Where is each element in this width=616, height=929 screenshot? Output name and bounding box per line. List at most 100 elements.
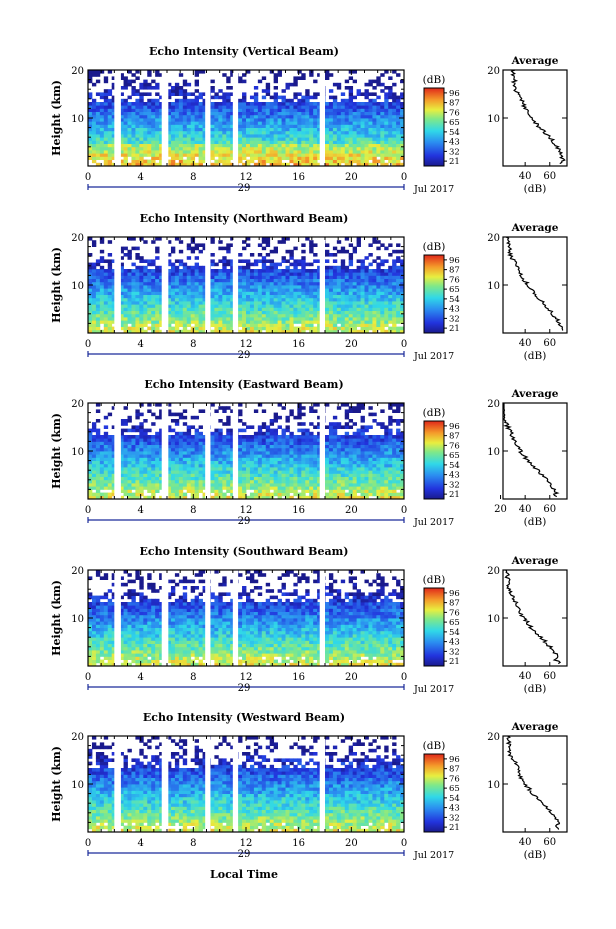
heatmap-cell (297, 118, 302, 122)
heatmap-cell (170, 262, 176, 267)
heatmap-cell (139, 127, 144, 132)
heatmap-cell (336, 272, 342, 276)
heatmap-cell (143, 143, 148, 148)
heatmap-cell (273, 467, 278, 471)
heatmap-cell (139, 470, 144, 474)
heatmap-cell (198, 278, 203, 283)
heatmap-cell (313, 304, 318, 308)
heatmap-cell (198, 146, 203, 151)
heatmap-cell (123, 246, 128, 251)
heatmap-cell (202, 143, 207, 148)
heatmap-cell (293, 288, 298, 292)
heatmap-cell (88, 460, 93, 465)
heatmap-cell (348, 262, 354, 267)
heatmap-cell (147, 307, 152, 311)
heatmap-cell (392, 310, 397, 315)
heatmap-cell (210, 454, 215, 458)
heatmap-cell (400, 153, 405, 157)
heatmap-cell (249, 486, 255, 490)
heatmap-cell (210, 278, 215, 283)
heatmap-cell (305, 111, 310, 116)
heatmap-cell (151, 489, 156, 493)
heatmap-cell (400, 317, 405, 321)
heatmap-cell (198, 108, 203, 112)
heatmap-cell (372, 102, 377, 106)
heatmap-cell (400, 121, 405, 125)
heatmap-cell (111, 320, 117, 324)
heatmap-cell (249, 470, 255, 474)
heatmap-cell (360, 457, 365, 461)
heatmap-cell (91, 265, 97, 270)
heatmap-cell (143, 130, 148, 135)
heatmap-cell (253, 102, 259, 106)
heatmap-cell (119, 483, 124, 487)
heatmap-cell (182, 297, 188, 302)
heatmap-cell (376, 269, 381, 273)
heatmap-cell (340, 246, 346, 251)
heatmap-cell (384, 304, 389, 308)
heatmap-cell (313, 307, 318, 311)
heatmap-cell (285, 249, 290, 254)
heatmap-cell (332, 320, 338, 324)
heatmap-cell (293, 259, 298, 263)
heatmap-cell (238, 294, 243, 299)
heatmap-cell (202, 457, 207, 461)
heatmap-cell (119, 98, 124, 103)
heatmap-cell (182, 134, 188, 138)
heatmap-cell (170, 476, 176, 481)
heatmap-cell (301, 457, 306, 461)
heatmap-cell (190, 269, 196, 273)
heatmap-cell (111, 297, 117, 302)
heatmap-cell (332, 146, 338, 151)
heatmap-cell (218, 476, 223, 481)
heatmap-cell (344, 102, 350, 106)
heatmap-cell (111, 294, 117, 299)
heatmap-cell (328, 486, 334, 490)
heatmap-cell (127, 108, 132, 112)
heatmap-cell (218, 272, 223, 276)
heatmap-cell (376, 130, 381, 135)
heatmap-cell (174, 460, 180, 465)
heatmap-cell (99, 275, 105, 279)
heatmap-cell (249, 454, 255, 458)
heatmap-cell (103, 259, 109, 263)
data-gap (319, 237, 325, 333)
heatmap-cell (273, 79, 278, 84)
heatmap-cell (340, 320, 346, 324)
heatmap-cell (238, 460, 243, 465)
heatmap-cell (103, 272, 109, 276)
heatmap-cell (269, 317, 275, 321)
heatmap-cell (190, 143, 196, 148)
heatmap-cell (392, 489, 397, 493)
heatmap-cell (107, 153, 113, 157)
heatmap-cell (230, 153, 235, 157)
heatmap-cell (246, 470, 251, 474)
heatmap-cell (372, 269, 377, 273)
heatmap-cell (265, 275, 271, 279)
heatmap-cell (99, 114, 105, 119)
heatmap-cell (91, 121, 97, 125)
heatmap-cell (198, 150, 203, 154)
heatmap-cell (170, 304, 176, 308)
heatmap-cell (159, 467, 164, 471)
heatmap-cell (261, 143, 267, 148)
heatmap-cell (159, 118, 164, 122)
heatmap-cell (253, 313, 259, 318)
heatmap-cell (328, 134, 334, 138)
heatmap-cell (226, 307, 231, 311)
heatmap-cell (384, 86, 389, 90)
heatmap-cell (174, 489, 180, 493)
heatmap-cell (356, 269, 361, 273)
heatmap-cell (147, 92, 152, 96)
heatmap-cell (305, 291, 310, 295)
heatmap-cell (265, 463, 271, 468)
heatmap-cell (99, 124, 105, 128)
heatmap-cell (222, 288, 227, 292)
heatmap-cell (368, 92, 373, 96)
heatmap-cell (257, 130, 263, 135)
heatmap-cell (226, 329, 231, 334)
heatmap-cell (210, 95, 215, 100)
heatmap-cell (281, 98, 286, 103)
heatmap-cell (293, 463, 298, 468)
heatmap-cell (123, 102, 128, 106)
